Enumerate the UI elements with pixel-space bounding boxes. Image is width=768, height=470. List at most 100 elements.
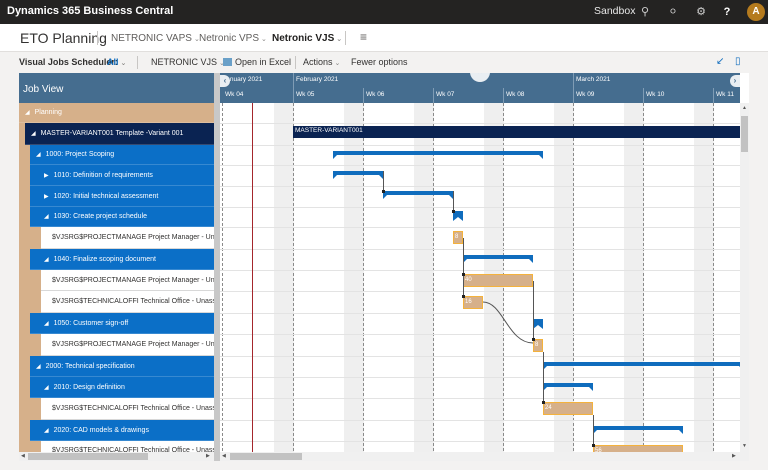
tree-row-master[interactable]: ◢ MASTER-VARIANT001 Template -Variant 001 (25, 123, 214, 145)
gear-icon[interactable]: ⚙ (696, 6, 706, 18)
link-arrow-icon (382, 190, 385, 193)
tree-row-task[interactable]: ◢ 1050: Customer sign-off (30, 313, 214, 334)
summary-bar-1020[interactable] (383, 191, 453, 199)
expand-triangle-icon[interactable]: ◢ (44, 256, 49, 263)
weekend-band (274, 103, 294, 461)
tree-row-task[interactable]: ◢ 2010: Design definition (30, 377, 214, 398)
tree-row-task[interactable]: ◢ 1040: Finalize scoping document (30, 249, 214, 270)
allocation-bar[interactable]: 8 (453, 231, 463, 244)
tree-horizontal-scrollbar[interactable]: ◀ ▶ (19, 452, 214, 461)
expand-triangle-icon[interactable]: ◢ (36, 152, 41, 158)
help-icon[interactable]: ? (723, 6, 731, 18)
dependency-link (543, 352, 544, 402)
scrollbar-thumb[interactable] (741, 116, 748, 152)
tree-row-task[interactable]: ◢ 1030: Create project schedule (30, 207, 214, 227)
actions-menu[interactable]: Actions ⌄ (303, 57, 341, 67)
nav-netronic-vjs[interactable]: Netronic VJS ⌄ (272, 33, 343, 44)
expand-triangle-icon[interactable]: ◢ (36, 363, 41, 370)
bookmark-icon[interactable]: ▯ (735, 56, 741, 67)
hamburger-icon[interactable]: ≡ (360, 30, 368, 44)
collapsed-triangle-icon[interactable]: ▶ (44, 193, 49, 200)
expand-triangle-icon[interactable]: ◢ (44, 214, 49, 220)
allocation-bar[interactable]: 8 (533, 339, 543, 352)
excel-icon (223, 58, 232, 66)
expand-triangle-icon[interactable]: ◢ (44, 427, 49, 434)
scrollbar-thumb[interactable] (28, 453, 148, 460)
weekend-band (414, 103, 434, 461)
chevron-down-icon: ⌄ (219, 60, 225, 67)
panel-splitter[interactable] (214, 73, 220, 461)
milestone-1030[interactable] (453, 211, 463, 221)
bell-icon[interactable]: ⚪ (668, 6, 678, 18)
summary-bar-1040[interactable] (463, 255, 533, 263)
master-variant-bar[interactable]: MASTER-VARIANT001 (293, 126, 740, 138)
collapsed-triangle-icon[interactable]: ▶ (44, 172, 49, 179)
expand-triangle-icon[interactable]: ◢ (25, 110, 30, 116)
open-in-excel-button[interactable]: Open in Excel (223, 57, 291, 67)
gantt-vertical-scrollbar[interactable]: ▲ ▼ (740, 103, 749, 461)
tree-row-resource[interactable]: $VJSRG$TECHNICALOFFI Technical Office - … (41, 398, 214, 420)
netronic-vjs-menu[interactable]: NETRONIC VJS ⌄ (151, 57, 225, 67)
week-divider (363, 88, 364, 103)
row-gridline (220, 165, 740, 166)
today-line (252, 103, 253, 461)
avatar[interactable]: A (747, 3, 765, 21)
week-gridline (643, 103, 644, 461)
milestone-1050[interactable] (533, 319, 543, 329)
gantt-horizontal-scrollbar[interactable]: ◀ ▶ (220, 452, 740, 461)
allocation-bar[interactable]: 40 (463, 274, 533, 287)
summary-bar-2000[interactable] (543, 362, 740, 370)
scroll-left-arrow-icon[interactable]: ◀ (222, 453, 226, 459)
expand-triangle-icon[interactable]: ◢ (31, 131, 36, 137)
fewer-options-button[interactable]: Fewer options (351, 57, 408, 67)
tree-row-task[interactable]: ◢ 2020: CAD models & drawings (30, 420, 214, 441)
summary-bar-1000[interactable] (333, 151, 543, 159)
tree-row-task[interactable]: ▶ 1010: Definition of requirements (30, 165, 214, 186)
tree-row-planning[interactable]: ◢ Planning (19, 103, 214, 123)
tree-row-task[interactable]: ◢ 1000: Project Scoping (30, 145, 214, 165)
scroll-right-arrow-icon[interactable]: ▶ (732, 453, 736, 459)
tree-row-resource[interactable]: $VJSRG$PROJECTMANAGE Project Manager - U… (41, 334, 214, 356)
scroll-forward-button[interactable]: › (730, 75, 740, 87)
filter-all-dropdown[interactable]: All ⌄ (107, 57, 127, 67)
summary-bar-2010[interactable] (543, 383, 593, 391)
job-tree-panel: Job View ◢ Planning ◢ MASTER-VARIANT001 Te… (19, 73, 214, 461)
tree-row-task[interactable]: ◢ 2000: Technical specification (30, 356, 214, 377)
filter-label: Visual Jobs Scheduler: (19, 57, 118, 67)
scroll-left-arrow-icon[interactable]: ◀ (21, 453, 25, 459)
scroll-back-button[interactable]: ‹ (220, 75, 230, 87)
app-top-bar: Dynamics 365 Business Central Sandbox ⚲ … (0, 0, 768, 24)
summary-bar-2020[interactable] (593, 426, 683, 434)
collapse-icon[interactable]: ↙ (716, 56, 725, 67)
collapse-header-button[interactable]: ⌃ (470, 73, 490, 82)
gantt-chart[interactable]: January 2021 February 2021 March 2021 Wk… (220, 73, 740, 461)
nav-netronic-vaps[interactable]: NETRONIC VAPS ⌄ (111, 33, 200, 44)
scroll-right-arrow-icon[interactable]: ▶ (206, 453, 210, 459)
chevron-down-icon: ⌄ (334, 60, 341, 67)
expand-triangle-icon[interactable]: ◢ (44, 320, 49, 327)
month-label: March 2021 (576, 76, 611, 83)
search-icon[interactable]: ⚲ (640, 6, 650, 18)
tree-row-task[interactable]: ▶ 1020: Initial technical assessment (30, 186, 214, 207)
link-arrow-icon (452, 210, 455, 213)
week-divider (433, 88, 434, 103)
row-gridline (220, 227, 740, 228)
scroll-up-arrow-icon[interactable]: ▲ (742, 105, 747, 111)
weekend-band (554, 103, 574, 461)
link-arrow-icon (542, 401, 545, 404)
chevron-down-icon: ⌄ (261, 36, 267, 43)
allocation-bar[interactable]: 24 (543, 402, 593, 415)
tree-row-resource[interactable]: $VJSRG$TECHNICALOFFI Technical Office - … (41, 291, 214, 313)
tree-row-resource[interactable]: $VJSRG$PROJECTMANAGE Project Manager - U… (41, 270, 214, 291)
scrollbar-thumb[interactable] (230, 453, 302, 460)
week-gridline (573, 103, 574, 461)
allocation-bar[interactable]: 16 (463, 296, 483, 309)
nav-netronic-vps[interactable]: Netronic VPS ⌄ (199, 33, 267, 44)
scroll-down-arrow-icon[interactable]: ▼ (742, 443, 747, 449)
summary-bar-1010[interactable] (333, 171, 383, 179)
row-gridline (220, 313, 740, 314)
tree-row-resource[interactable]: $VJSRG$PROJECTMANAGE Project Manager - U… (41, 227, 214, 249)
expand-triangle-icon[interactable]: ◢ (44, 384, 49, 391)
row-gridline (220, 441, 740, 442)
week-gridline (713, 103, 714, 461)
